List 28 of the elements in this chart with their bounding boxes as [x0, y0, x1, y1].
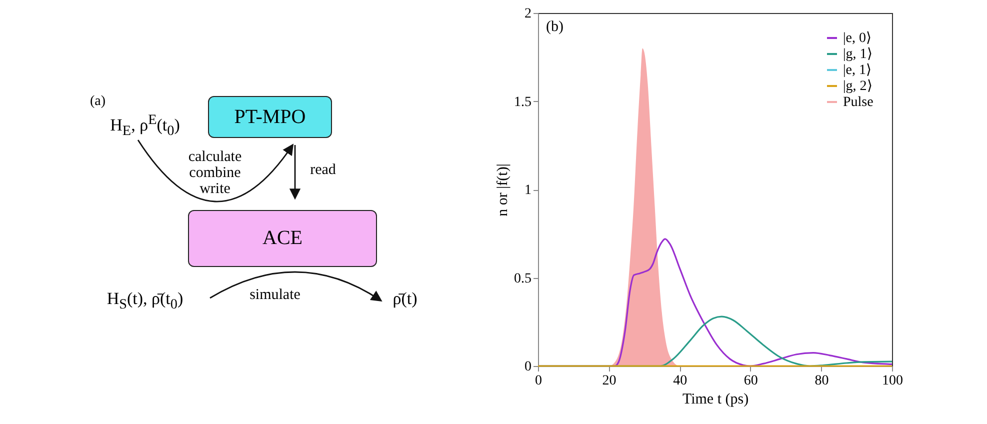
x-tick-label: 0 — [535, 374, 542, 388]
legend-label: |e, 0⟩ — [843, 31, 872, 46]
x-tick-label: 80 — [814, 374, 829, 388]
text: H$_{E}$, ρ$^{E}$(t$_{0}$) — [109, 112, 181, 140]
text: ρ̄(t) — [392, 289, 418, 308]
text: read — [309, 162, 337, 179]
rounded-box: PT-MPO — [208, 96, 332, 138]
rounded-box: ACE — [188, 210, 377, 267]
text: simulate — [248, 287, 302, 304]
x-tick-label: 60 — [744, 374, 758, 388]
y-tick-label: 1.5 — [514, 94, 532, 110]
x-axis-title: Time t (ps) — [682, 392, 749, 408]
y-tick-label: 0 — [524, 360, 532, 374]
y-tick-label: 2 — [524, 6, 532, 22]
x-tick-label: 100 — [882, 374, 903, 388]
legend-label: Pulse — [843, 95, 874, 110]
text: calculate combine write — [187, 149, 243, 198]
x-tick-label: 40 — [673, 374, 688, 388]
y-tick-label: 0.5 — [514, 271, 532, 286]
y-tick-label: 1 — [524, 183, 532, 198]
x-tick-label: 20 — [602, 374, 616, 388]
text: (a) — [90, 94, 106, 110]
legend-label: |e, 1⟩ — [843, 63, 872, 78]
text: H$_{S}$(t), ρ̄(t$_{0}$) — [106, 289, 184, 312]
legend-label: |g, 2⟩ — [843, 79, 872, 94]
y-axis-title: n or |f(t)| — [495, 164, 511, 216]
legend-label: |g, 1⟩ — [843, 47, 872, 62]
annotation: (b) — [546, 19, 564, 35]
